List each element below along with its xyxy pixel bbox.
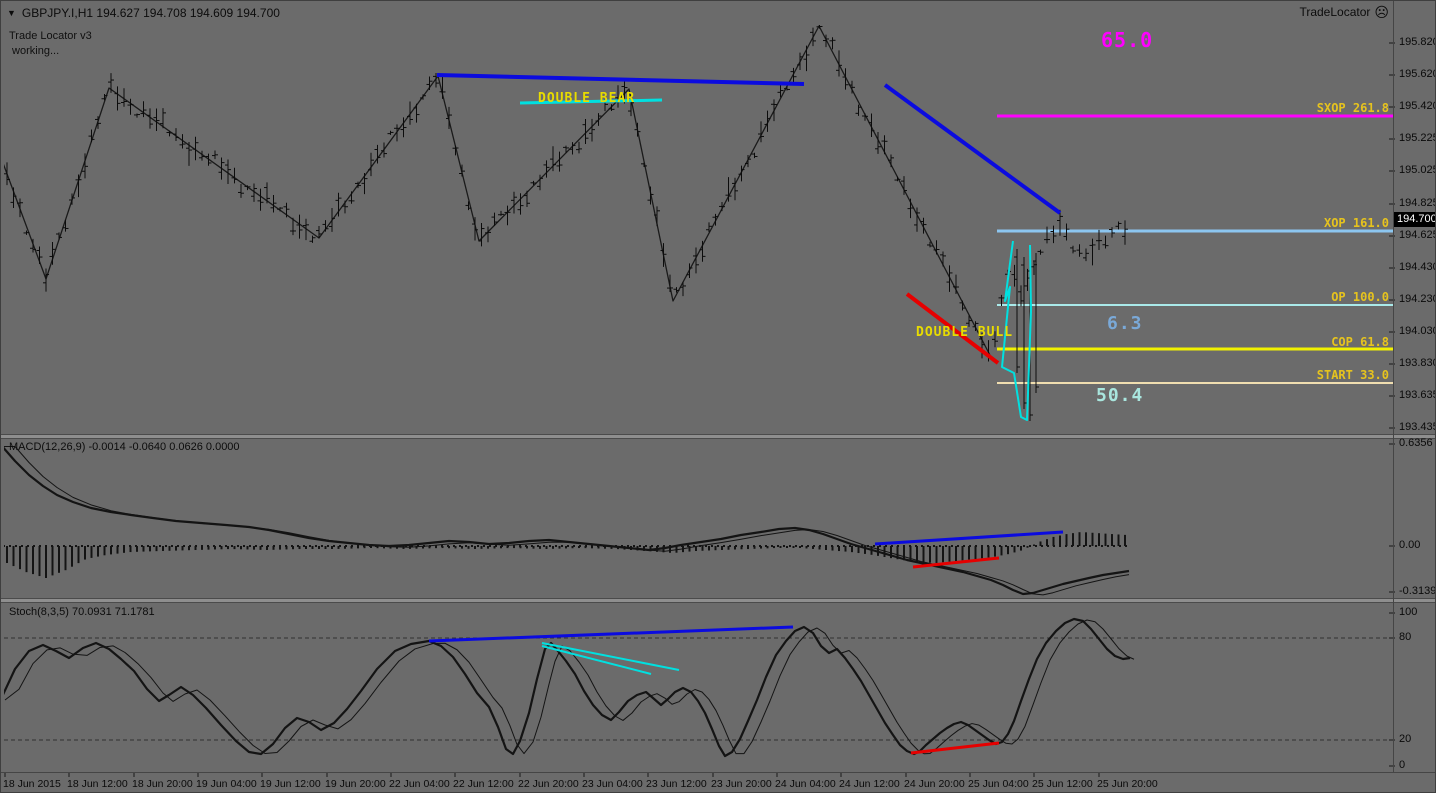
annotation-65-0[interactable]: 65.0 bbox=[1101, 28, 1154, 52]
macd-axis-label: 0.6356 bbox=[1399, 437, 1433, 449]
time-label: 19 Jun 20:00 bbox=[325, 778, 386, 790]
macd-red-trendline[interactable] bbox=[912, 556, 1000, 569]
level-label-cop: COP 61.8 bbox=[1331, 335, 1389, 349]
annotation-6-3[interactable]: 6.3 bbox=[1107, 313, 1143, 334]
status-line-2: working... bbox=[9, 45, 60, 57]
resistance-trendline[interactable] bbox=[436, 73, 805, 86]
price-label: 195.025 bbox=[1399, 164, 1436, 176]
price-label: 194.625 bbox=[1399, 229, 1436, 241]
time-label: 24 Jun 04:00 bbox=[775, 778, 836, 790]
level-label-sxop: SXOP 261.8 bbox=[1316, 101, 1389, 115]
price-axis-separator bbox=[1393, 1, 1394, 772]
time-label: 22 Jun 20:00 bbox=[518, 778, 579, 790]
price-label: 194.430 bbox=[1399, 261, 1436, 273]
price-label: 195.420 bbox=[1399, 100, 1436, 112]
double-bear-trendline[interactable] bbox=[519, 98, 663, 105]
time-label: 19 Jun 04:00 bbox=[196, 778, 257, 790]
time-label: 23 Jun 20:00 bbox=[711, 778, 772, 790]
stoch-d-line[interactable] bbox=[4, 619, 1135, 755]
time-label: 18 Jun 12:00 bbox=[67, 778, 128, 790]
time-label: 18 Jun 20:00 bbox=[132, 778, 193, 790]
level-label-xop: XOP 161.0 bbox=[1323, 216, 1389, 230]
time-label: 24 Jun 20:00 bbox=[904, 778, 965, 790]
price-label: 194.030 bbox=[1399, 325, 1436, 337]
price-label: 193.830 bbox=[1399, 357, 1436, 369]
price-label: 193.635 bbox=[1399, 389, 1436, 401]
stoch-axis-label: 100 bbox=[1399, 606, 1418, 618]
macd-blue-trendline[interactable] bbox=[874, 530, 1064, 546]
stoch-blue-trendline[interactable] bbox=[428, 625, 794, 643]
annotation-50-4[interactable]: 50.4 bbox=[1096, 385, 1144, 406]
tradelocator-brand: TradeLocator ☹ bbox=[1299, 5, 1389, 19]
stoch-axis-label: 20 bbox=[1399, 733, 1412, 745]
stoch-axis-label: 0 bbox=[1399, 759, 1406, 771]
price-label: 194.825 bbox=[1399, 197, 1436, 209]
macd-header: MACD(12,26,9) -0.0014 -0.0640 0.0626 0.0… bbox=[9, 441, 240, 453]
time-label: 23 Jun 04:00 bbox=[582, 778, 643, 790]
double-bull-trendline[interactable] bbox=[905, 292, 1000, 365]
indicator-status: Trade Locator v3 working... bbox=[9, 29, 92, 59]
time-axis-separator bbox=[1, 772, 1435, 773]
time-label: 22 Jun 04:00 bbox=[389, 778, 450, 790]
collapse-icon[interactable]: ▼ bbox=[7, 8, 16, 18]
current-price-tag: 194.700 bbox=[1393, 212, 1435, 227]
macd-signal-line[interactable] bbox=[1, 446, 1130, 596]
chart-titlebar: ▼ GBPJPY.I,H1 194.627 194.708 194.609 19… bbox=[7, 5, 280, 21]
tradelocator-label: TradeLocator bbox=[1299, 5, 1371, 19]
status-line-1: Trade Locator v3 bbox=[9, 30, 92, 42]
price-label: 193.435 bbox=[1399, 421, 1436, 433]
stoch-cyan-trendline-1[interactable] bbox=[541, 642, 680, 671]
price-label: 195.225 bbox=[1399, 132, 1436, 144]
chart-title: GBPJPY.I,H1 194.627 194.708 194.609 194.… bbox=[21, 6, 280, 20]
time-label: 22 Jun 12:00 bbox=[453, 778, 514, 790]
stoch-k-line[interactable] bbox=[1, 617, 1131, 758]
level-label-op: OP 100.0 bbox=[1331, 290, 1389, 304]
panel-divider-stoch[interactable] bbox=[1, 598, 1435, 603]
stoch-header: Stoch(8,3,5) 70.0931 71.1781 bbox=[9, 606, 155, 618]
stoch-red-trendline[interactable] bbox=[910, 741, 1000, 755]
time-label: 18 Jun 2015 bbox=[3, 778, 61, 790]
time-label: 25 Jun 20:00 bbox=[1097, 778, 1158, 790]
time-label: 19 Jun 12:00 bbox=[260, 778, 321, 790]
downtrend-trendline[interactable] bbox=[883, 83, 1062, 215]
stoch-axis-label: 80 bbox=[1399, 631, 1412, 643]
time-label: 24 Jun 12:00 bbox=[839, 778, 900, 790]
annotation-double-bull[interactable]: DOUBLE BULL bbox=[916, 325, 1014, 340]
level-label-start: START 33.0 bbox=[1316, 368, 1389, 382]
projection-squiggle[interactable] bbox=[1001, 240, 1032, 421]
time-label: 23 Jun 12:00 bbox=[646, 778, 707, 790]
macd-axis-label: -0.3139 bbox=[1399, 585, 1436, 597]
sad-face-icon: ☹ bbox=[1374, 4, 1389, 20]
price-label: 194.230 bbox=[1399, 293, 1436, 305]
price-label: 195.820 bbox=[1399, 36, 1436, 48]
time-label: 25 Jun 12:00 bbox=[1032, 778, 1093, 790]
stoch-cyan-trendline-2[interactable] bbox=[541, 645, 652, 675]
price-label: 195.620 bbox=[1399, 68, 1436, 80]
panel-divider-macd[interactable] bbox=[1, 434, 1435, 439]
time-label: 25 Jun 04:00 bbox=[968, 778, 1029, 790]
annotation-double-bear[interactable]: DOUBLE BEAR bbox=[538, 91, 636, 106]
macd-axis-label: 0.00 bbox=[1399, 539, 1421, 551]
